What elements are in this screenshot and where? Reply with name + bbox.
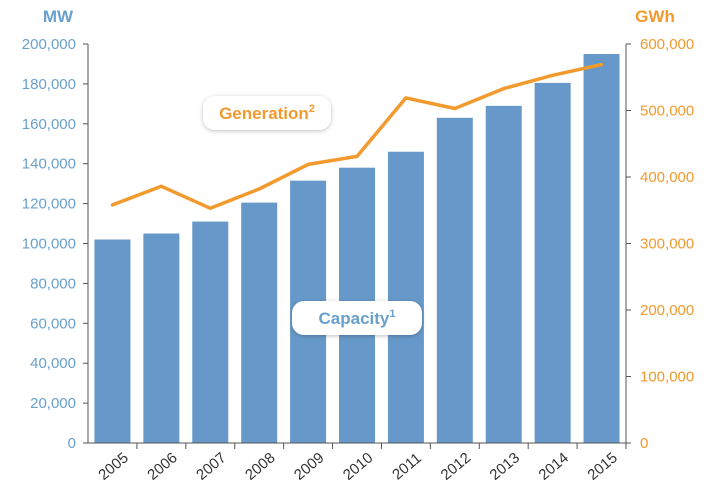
capacity-label-text: Capacity <box>319 309 390 328</box>
left-tick-label: 60,000 <box>30 315 76 332</box>
left-tick-label: 120,000 <box>22 196 76 213</box>
left-tick-label: 20,000 <box>30 395 76 412</box>
x-tick-label: 2015 <box>584 449 620 483</box>
capacity-bar-2012 <box>436 117 473 443</box>
right-tick-label: 400,000 <box>640 169 694 186</box>
generation-label: Generation2 <box>203 96 331 130</box>
generation-footnote: 2 <box>309 103 315 115</box>
capacity-bars <box>94 53 620 444</box>
left-tick-label: 80,000 <box>30 275 76 292</box>
generation-line <box>110 62 604 211</box>
right-tick-label: 0 <box>640 435 648 452</box>
capacity-bar-2011 <box>387 151 424 444</box>
right-tick-label: 500,000 <box>640 103 694 120</box>
capacity-bar-2013 <box>485 105 522 443</box>
x-tick-label: 2007 <box>193 449 229 483</box>
left-axis-ticks: 0 20,000 40,000 60,000 80,000 100,000 120,000 1… <box>22 36 88 452</box>
left-tick-label: 180,000 <box>22 76 76 93</box>
right-axis-unit: GWh <box>635 7 675 26</box>
capacity-bar-2015 <box>583 53 620 443</box>
capacity-bar-2006 <box>143 233 180 443</box>
svg-text:Generation2: Generation2 <box>219 103 315 123</box>
capacity-bar-2014 <box>534 82 571 443</box>
left-tick-label: 160,000 <box>22 116 76 133</box>
x-tick-label: 2008 <box>242 449 278 483</box>
x-tick-label: 2012 <box>438 449 474 483</box>
capacity-bar-2005 <box>94 239 131 443</box>
right-axis-ticks: 0 100,000 200,000 300,000 400,000 500,000 600,… <box>626 36 694 452</box>
x-tick-label: 2010 <box>340 449 376 483</box>
svg-text:Capacity1: Capacity1 <box>319 308 396 328</box>
left-tick-label: 200,000 <box>22 36 76 53</box>
right-tick-label: 600,000 <box>640 36 694 53</box>
left-axis-unit: MW <box>43 7 74 26</box>
capacity-bar-2008 <box>241 202 278 443</box>
left-tick-label: 0 <box>68 435 76 452</box>
capacity-footnote: 1 <box>389 308 395 320</box>
right-tick-label: 100,000 <box>640 369 694 386</box>
generation-label-text: Generation <box>219 104 309 123</box>
x-axis-ticks: 2005 2006 2007 2008 2009 2010 2011 2012 2013 2014… <box>95 443 627 484</box>
capacity-label: Capacity1 <box>292 301 422 335</box>
x-tick-label: 2009 <box>291 449 327 483</box>
x-tick-label: 2011 <box>389 450 425 484</box>
capacity-bar-2007 <box>192 221 229 443</box>
left-tick-label: 100,000 <box>22 236 76 253</box>
x-tick-label: 2014 <box>535 449 571 483</box>
x-tick-label: 2005 <box>95 449 131 483</box>
x-tick-label: 2006 <box>144 449 180 483</box>
x-tick-label: 2013 <box>487 449 523 483</box>
right-tick-label: 200,000 <box>640 302 694 319</box>
right-tick-label: 300,000 <box>640 236 694 253</box>
left-tick-label: 140,000 <box>22 156 76 173</box>
left-tick-label: 40,000 <box>30 355 76 372</box>
